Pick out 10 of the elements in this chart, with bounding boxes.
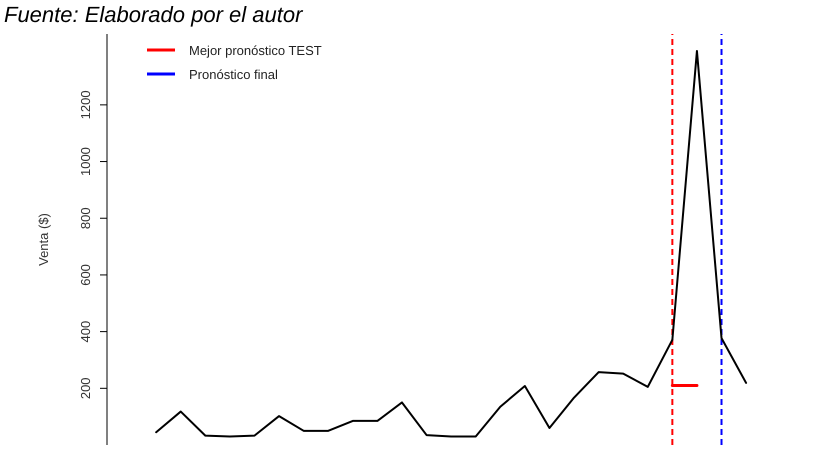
y-tick-label: 1000 bbox=[78, 147, 93, 176]
y-tick-label: 1200 bbox=[78, 90, 93, 120]
y-tick-label: 800 bbox=[78, 207, 93, 230]
y-axis-title: Venta ($) bbox=[36, 213, 51, 266]
text: Pronóstico final bbox=[189, 67, 278, 82]
source-note: Fuente: Elaborado por el autor bbox=[4, 2, 304, 27]
y-tick-label: 600 bbox=[78, 264, 93, 286]
y-tick-label: 200 bbox=[78, 377, 93, 400]
legend-label: Mejor pronóstico TEST bbox=[189, 43, 322, 58]
y-tick-label: 400 bbox=[78, 320, 93, 342]
